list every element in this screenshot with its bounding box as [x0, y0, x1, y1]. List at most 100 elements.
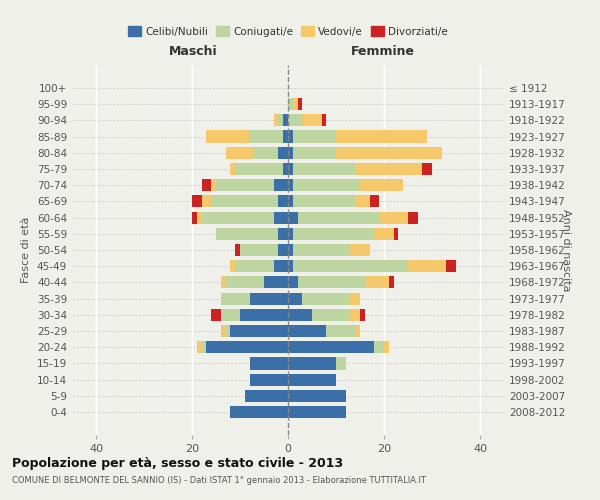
- Bar: [278, 114, 283, 126]
- Bar: [288, 390, 346, 402]
- Bar: [283, 114, 288, 126]
- Bar: [192, 212, 197, 224]
- Bar: [355, 196, 370, 207]
- Bar: [298, 98, 302, 110]
- Bar: [288, 228, 293, 240]
- Y-axis label: Anni di nascita: Anni di nascita: [561, 209, 571, 291]
- Bar: [211, 309, 221, 321]
- Bar: [336, 358, 346, 370]
- Bar: [422, 163, 432, 175]
- Bar: [274, 212, 288, 224]
- Bar: [288, 276, 298, 288]
- Bar: [336, 146, 442, 159]
- Bar: [379, 212, 408, 224]
- Bar: [293, 179, 360, 191]
- Bar: [302, 114, 322, 126]
- Bar: [288, 98, 293, 110]
- Bar: [288, 374, 336, 386]
- Bar: [211, 179, 216, 191]
- Bar: [216, 228, 278, 240]
- Bar: [235, 244, 240, 256]
- Bar: [384, 341, 389, 353]
- Bar: [197, 212, 202, 224]
- Bar: [336, 130, 427, 142]
- Bar: [288, 244, 293, 256]
- Bar: [283, 163, 288, 175]
- Bar: [293, 130, 336, 142]
- Bar: [278, 228, 288, 240]
- Legend: Celibi/Nubili, Coniugati/e, Vedovi/e, Divorziati/e: Celibi/Nubili, Coniugati/e, Vedovi/e, Di…: [124, 22, 452, 40]
- Bar: [197, 341, 202, 353]
- Bar: [235, 163, 283, 175]
- Text: Popolazione per età, sesso e stato civile - 2013: Popolazione per età, sesso e stato civil…: [12, 458, 343, 470]
- Bar: [274, 260, 288, 272]
- Bar: [245, 390, 288, 402]
- Bar: [350, 292, 360, 304]
- Bar: [293, 196, 355, 207]
- Bar: [250, 374, 288, 386]
- Bar: [360, 179, 403, 191]
- Text: Maschi: Maschi: [169, 44, 217, 58]
- Bar: [298, 212, 379, 224]
- Bar: [288, 406, 346, 418]
- Bar: [274, 114, 278, 126]
- Bar: [230, 260, 235, 272]
- Bar: [389, 276, 394, 288]
- Bar: [226, 276, 264, 288]
- Bar: [202, 341, 206, 353]
- Bar: [202, 212, 274, 224]
- Bar: [293, 228, 374, 240]
- Bar: [326, 325, 355, 337]
- Bar: [288, 163, 293, 175]
- Bar: [288, 179, 293, 191]
- Bar: [374, 341, 384, 353]
- Bar: [408, 260, 446, 272]
- Bar: [293, 146, 336, 159]
- Bar: [446, 260, 456, 272]
- Bar: [250, 292, 288, 304]
- Bar: [254, 146, 278, 159]
- Bar: [278, 244, 288, 256]
- Bar: [288, 130, 293, 142]
- Bar: [221, 292, 250, 304]
- Bar: [365, 276, 389, 288]
- Bar: [221, 276, 226, 288]
- Bar: [192, 196, 202, 207]
- Bar: [250, 358, 288, 370]
- Bar: [206, 341, 288, 353]
- Bar: [206, 130, 250, 142]
- Bar: [240, 309, 288, 321]
- Text: Femmine: Femmine: [351, 44, 415, 58]
- Bar: [288, 196, 293, 207]
- Text: COMUNE DI BELMONTE DEL SANNIO (IS) - Dati ISTAT 1° gennaio 2013 - Elaborazione T: COMUNE DI BELMONTE DEL SANNIO (IS) - Dat…: [12, 476, 426, 485]
- Bar: [288, 309, 312, 321]
- Bar: [293, 244, 350, 256]
- Bar: [293, 260, 408, 272]
- Bar: [235, 260, 274, 272]
- Bar: [226, 325, 230, 337]
- Bar: [293, 163, 355, 175]
- Bar: [230, 325, 288, 337]
- Bar: [226, 146, 254, 159]
- Bar: [221, 325, 226, 337]
- Bar: [230, 406, 288, 418]
- Bar: [202, 196, 211, 207]
- Bar: [274, 179, 288, 191]
- Bar: [211, 196, 278, 207]
- Bar: [370, 196, 379, 207]
- Bar: [230, 163, 235, 175]
- Bar: [288, 260, 293, 272]
- Bar: [288, 341, 374, 353]
- Bar: [288, 212, 298, 224]
- Bar: [202, 179, 211, 191]
- Bar: [240, 244, 278, 256]
- Bar: [278, 196, 288, 207]
- Bar: [298, 276, 365, 288]
- Bar: [355, 163, 422, 175]
- Bar: [374, 228, 394, 240]
- Bar: [288, 292, 302, 304]
- Bar: [350, 244, 370, 256]
- Bar: [283, 130, 288, 142]
- Bar: [221, 309, 240, 321]
- Bar: [288, 358, 336, 370]
